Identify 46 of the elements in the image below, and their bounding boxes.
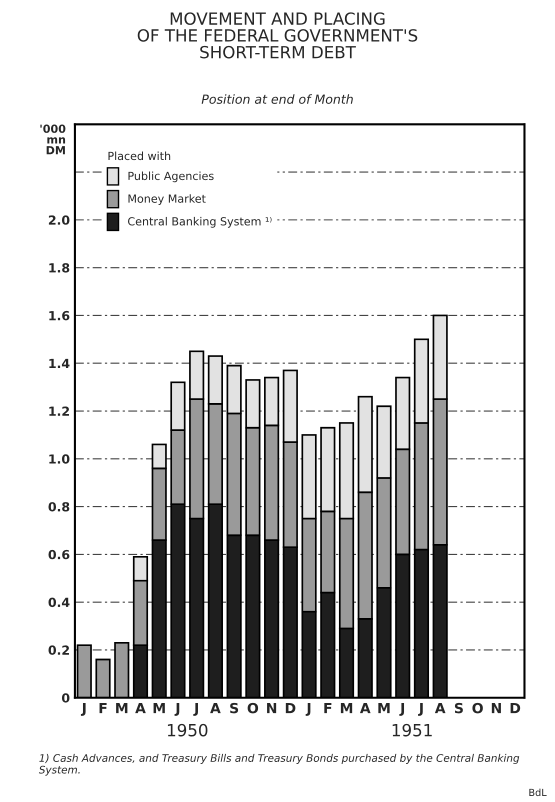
x-tick-label: M bbox=[154, 703, 165, 714]
y-tick-label: 2.0 bbox=[48, 215, 70, 225]
legend-label: Money Market bbox=[128, 194, 206, 205]
y-tick-label: 1.8 bbox=[49, 263, 70, 273]
y-tick-label: 1.2 bbox=[49, 406, 69, 416]
x-tick-label: J bbox=[174, 703, 180, 716]
y-axis-title: '000 mn DM bbox=[40, 124, 66, 154]
x-tick-label: N bbox=[492, 703, 501, 714]
x-tick-label: M bbox=[116, 703, 128, 714]
x-tick-label: J bbox=[193, 703, 198, 716]
x-tick-label: O bbox=[248, 702, 258, 714]
x-tick-label: M bbox=[378, 703, 390, 714]
y-tick-label: 0.8 bbox=[48, 502, 70, 512]
text: 1) Cash Advances, and Treasury Bills and Treasury Bonds purchased by the Central Banking System. bbox=[38, 754, 520, 776]
x-tick-label: M bbox=[340, 703, 352, 714]
x-tick-label: J bbox=[80, 703, 86, 716]
x-tick-label: N bbox=[267, 703, 276, 714]
chart-title: MOVEMENT AND PLACING OF THE FEDERAL GOVERNMENT'S SHORT-TERM DEBT bbox=[138, 12, 418, 58]
x-tick-label: A bbox=[360, 703, 371, 714]
legend-label: Central Banking System ¹⁾ bbox=[128, 216, 272, 228]
text: 1951 bbox=[392, 724, 432, 736]
x-tick-label: J bbox=[306, 703, 310, 716]
legend-title: Placed with bbox=[108, 152, 170, 160]
y-tick-label: 0.6 bbox=[48, 550, 70, 560]
y-tick-label: 0.4 bbox=[48, 598, 70, 608]
x-tick-label: J bbox=[418, 703, 423, 716]
x-tick-label: A bbox=[434, 703, 446, 714]
y-tick-label: 1.4 bbox=[49, 358, 70, 368]
x-tick-label: F bbox=[100, 703, 107, 714]
text: BdL bbox=[529, 788, 547, 796]
x-tick-label: S bbox=[454, 702, 463, 714]
x-tick-label: D bbox=[510, 703, 520, 714]
legend-label: Public Agencies bbox=[128, 171, 214, 182]
x-tick-label: A bbox=[135, 703, 146, 714]
x-tick-label: S bbox=[230, 702, 238, 714]
x-tick-label: D bbox=[286, 703, 296, 714]
y-tick-label: 1.0 bbox=[49, 454, 70, 464]
y-tick-label: 1.6 bbox=[49, 310, 70, 320]
x-tick-label: J bbox=[399, 703, 404, 716]
x-tick-label: O bbox=[472, 702, 483, 714]
text: 1950 bbox=[168, 724, 208, 736]
x-tick-label: F bbox=[324, 703, 332, 714]
y-tick-label: 0.2 bbox=[48, 645, 69, 655]
chart-subtitle: Position at end of Month bbox=[202, 94, 353, 104]
x-tick-label: A bbox=[210, 703, 221, 714]
y-tick-label: 0 bbox=[62, 693, 70, 703]
